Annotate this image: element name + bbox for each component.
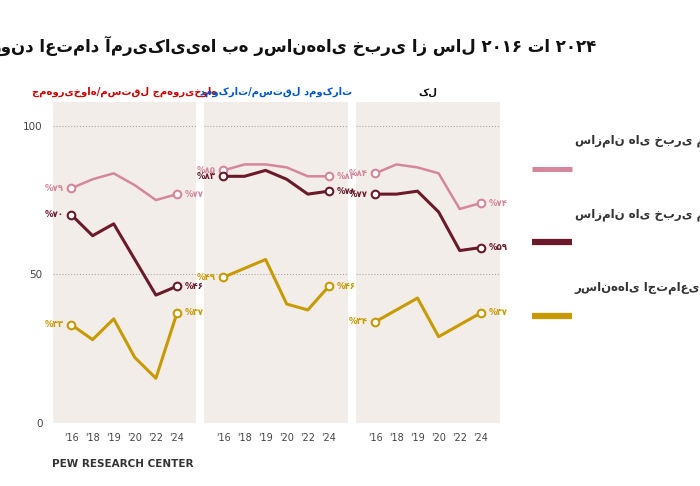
Text: %۴۶: %۴۶ (337, 282, 356, 291)
Text: %۳۷: %۳۷ (489, 309, 508, 317)
Text: %۸۳: %۸۳ (337, 172, 356, 181)
Text: %۸۳: %۸۳ (197, 172, 216, 181)
Text: %۷۰: %۷۰ (45, 210, 64, 219)
Text: %۳۴: %۳۴ (349, 317, 368, 326)
Text: %۳۷: %۳۷ (185, 309, 204, 317)
Text: %۷۴: %۷۴ (489, 199, 508, 208)
Text: %۴۹: %۴۹ (197, 273, 216, 282)
Text: PEW RESEARCH CENTER: PEW RESEARCH CENTER (52, 459, 194, 469)
Text: روند اعتماد آمریکایی‌ها به رسانه‌های خبری از سال ۲۰۱۶ تا ۲۰۲۴: روند اعتماد آمریکایی‌ها به رسانه‌های خبر… (0, 36, 596, 56)
Text: %۷۸: %۷۸ (337, 187, 356, 196)
Text: دموکرات/مستقل دموکرات: دموکرات/مستقل دموکرات (200, 87, 352, 97)
Text: جمهوری‌خواه/مستقل جمهوری‌خواه: جمهوری‌خواه/مستقل جمهوری‌خواه (32, 87, 217, 97)
Text: سازمان های خبری ملی: سازمان های خبری ملی (575, 208, 700, 221)
Text: %۷۷: %۷۷ (349, 190, 368, 199)
Text: %۳۳: %۳۳ (45, 320, 64, 330)
Text: %۷۹: %۷۹ (45, 184, 64, 192)
Text: %۷۷: %۷۷ (185, 190, 204, 199)
Text: %۸۵: %۸۵ (197, 166, 216, 175)
Text: سازمان های خبری محلی: سازمان های خبری محلی (575, 134, 700, 147)
Text: %۸۴: %۸۴ (349, 169, 368, 178)
Text: %۴۶: %۴۶ (185, 282, 204, 291)
Text: رسانه‌های اجتماعی: رسانه‌های اجتماعی (575, 281, 700, 294)
Text: کل: کل (419, 87, 438, 97)
Text: %۵۹: %۵۹ (489, 243, 508, 252)
